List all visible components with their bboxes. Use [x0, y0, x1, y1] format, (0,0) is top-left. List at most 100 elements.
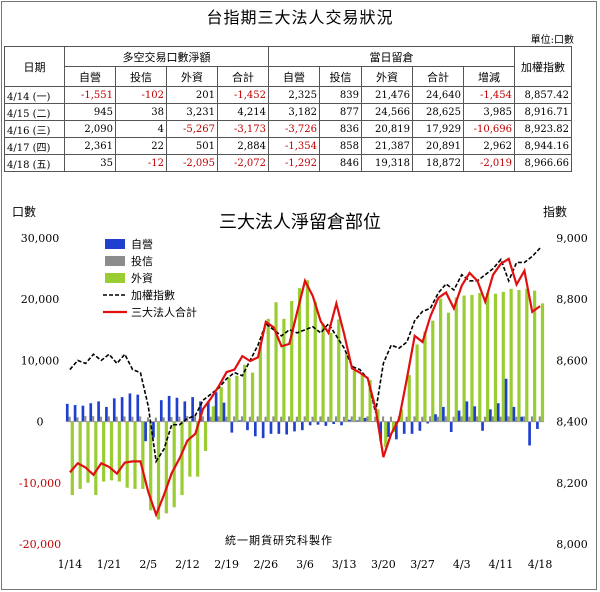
- dealer-bar: [316, 421, 320, 425]
- trust-bar: [468, 416, 471, 422]
- trust-bar: [178, 416, 181, 422]
- table-cell: 21,387: [361, 137, 413, 155]
- foreign-bar: [509, 288, 513, 422]
- table-cell: -1,551: [64, 86, 116, 104]
- dealer-bar: [387, 421, 390, 437]
- trust-bar: [429, 416, 432, 422]
- trust-bar: [374, 416, 377, 422]
- table-cell: -10,696: [462, 120, 516, 138]
- trust-bar: [366, 416, 369, 422]
- index-line: [69, 247, 541, 464]
- foreign-bar: [446, 312, 451, 422]
- foreign-bar: [141, 421, 145, 489]
- right-tick-label: 8,600: [556, 354, 588, 367]
- total-line: [69, 257, 541, 518]
- foreign-bar: [250, 372, 255, 422]
- foreign-bar: [172, 421, 176, 508]
- dealer-bar: [191, 397, 194, 422]
- trust-bar: [131, 416, 134, 422]
- foreign-bar: [305, 280, 309, 422]
- dealer-bar: [269, 421, 273, 434]
- summary-table: 日期 多空交易口數淨額 當日留倉 加權指數 自營 投信 外資 合計 自營 投信 外資 合計 增減…: [4, 46, 573, 172]
- trust-bar: [92, 416, 95, 422]
- foreign-bar: [133, 421, 137, 489]
- table-cell: 3,231: [166, 103, 218, 121]
- table-cell: 21,476: [361, 86, 413, 104]
- right-tick-label: 9,000: [556, 232, 588, 245]
- trust-bar: [327, 416, 330, 422]
- row-date: 4/16 (三): [4, 120, 65, 138]
- left-tick-label: 0: [37, 416, 44, 429]
- subheader-8: 增減: [462, 66, 516, 87]
- trust-bar: [99, 416, 103, 422]
- foreign-bar: [117, 421, 121, 482]
- table-cell: -1,292: [268, 154, 320, 172]
- dealer-bar: [261, 421, 265, 439]
- table-cell: 877: [319, 103, 362, 121]
- foreign-bar: [423, 331, 427, 422]
- dealer-bar: [402, 421, 406, 434]
- trust-bar: [280, 416, 283, 422]
- foreign-bar: [149, 421, 153, 511]
- dealer-bar: [206, 401, 210, 422]
- trust-bar: [319, 416, 322, 422]
- dealer-bar: [238, 420, 241, 422]
- table-cell: -102: [115, 86, 167, 104]
- dealer-bar: [489, 409, 492, 422]
- dealer-bar: [528, 421, 531, 446]
- trust-bar: [139, 416, 142, 422]
- dealer-bar: [434, 414, 437, 422]
- x-tick-label: 4/11: [489, 558, 514, 571]
- subheader-7: 合計: [412, 66, 464, 87]
- foreign-bar: [203, 421, 208, 451]
- foreign-bar: [86, 421, 90, 483]
- right-axis-title: 指數: [543, 204, 567, 219]
- left-axis-title: 口數: [12, 205, 36, 219]
- dealer-bar: [449, 421, 453, 433]
- foreign-bar: [188, 421, 192, 477]
- trust-bar: [248, 416, 251, 422]
- foreign-bar: [282, 318, 286, 422]
- x-tick-label: 4/3: [453, 558, 471, 571]
- dealer-bar: [128, 393, 132, 422]
- dealer-bar: [73, 405, 77, 422]
- dealer-bar: [308, 421, 312, 426]
- trust-bar: [201, 416, 204, 422]
- trust-bar: [84, 416, 87, 422]
- dealer-bar: [97, 401, 100, 422]
- index-header: 加權指數: [514, 46, 573, 87]
- foreign-bar: [180, 421, 184, 496]
- foreign-bar: [501, 291, 505, 422]
- trust-bar: [233, 416, 236, 422]
- legend-index-label: 加權指數: [131, 288, 175, 302]
- table-cell: 858: [319, 137, 362, 155]
- table-cell: 846: [319, 154, 362, 172]
- trust-bar: [217, 416, 220, 422]
- foreign-bar: [211, 406, 215, 422]
- table-cell: 2,325: [268, 86, 320, 104]
- table-row: 4/16 (三) 2,090 4 -5,267 -3,173 -3,726 836 20,81…: [4, 120, 573, 138]
- table-cell: 2,884: [217, 137, 269, 155]
- trust-bar: [382, 416, 385, 422]
- table-cell: 19,318: [361, 154, 413, 172]
- table-cell: -1,452: [217, 86, 269, 104]
- subheader-5: 投信: [319, 66, 362, 87]
- trust-bar: [335, 416, 338, 422]
- left-tick-label: -20,000: [19, 538, 61, 551]
- foreign-bar: [290, 301, 294, 422]
- foreign-bar: [368, 379, 372, 422]
- date-header: 日期: [4, 46, 65, 87]
- dealer-bar: [285, 421, 288, 435]
- foreign-bar: [540, 303, 545, 422]
- x-tick-label: 4/18: [528, 558, 553, 571]
- trust-bar: [162, 417, 165, 422]
- foreign-bar: [125, 421, 129, 488]
- foreign-bar: [274, 302, 278, 422]
- table-cell: 3,182: [268, 103, 320, 121]
- foreign-bar: [344, 354, 349, 422]
- dealer-bar: [332, 421, 336, 425]
- dealer-bar: [81, 405, 85, 422]
- trust-bar: [436, 416, 440, 422]
- dealer-bar: [199, 401, 202, 422]
